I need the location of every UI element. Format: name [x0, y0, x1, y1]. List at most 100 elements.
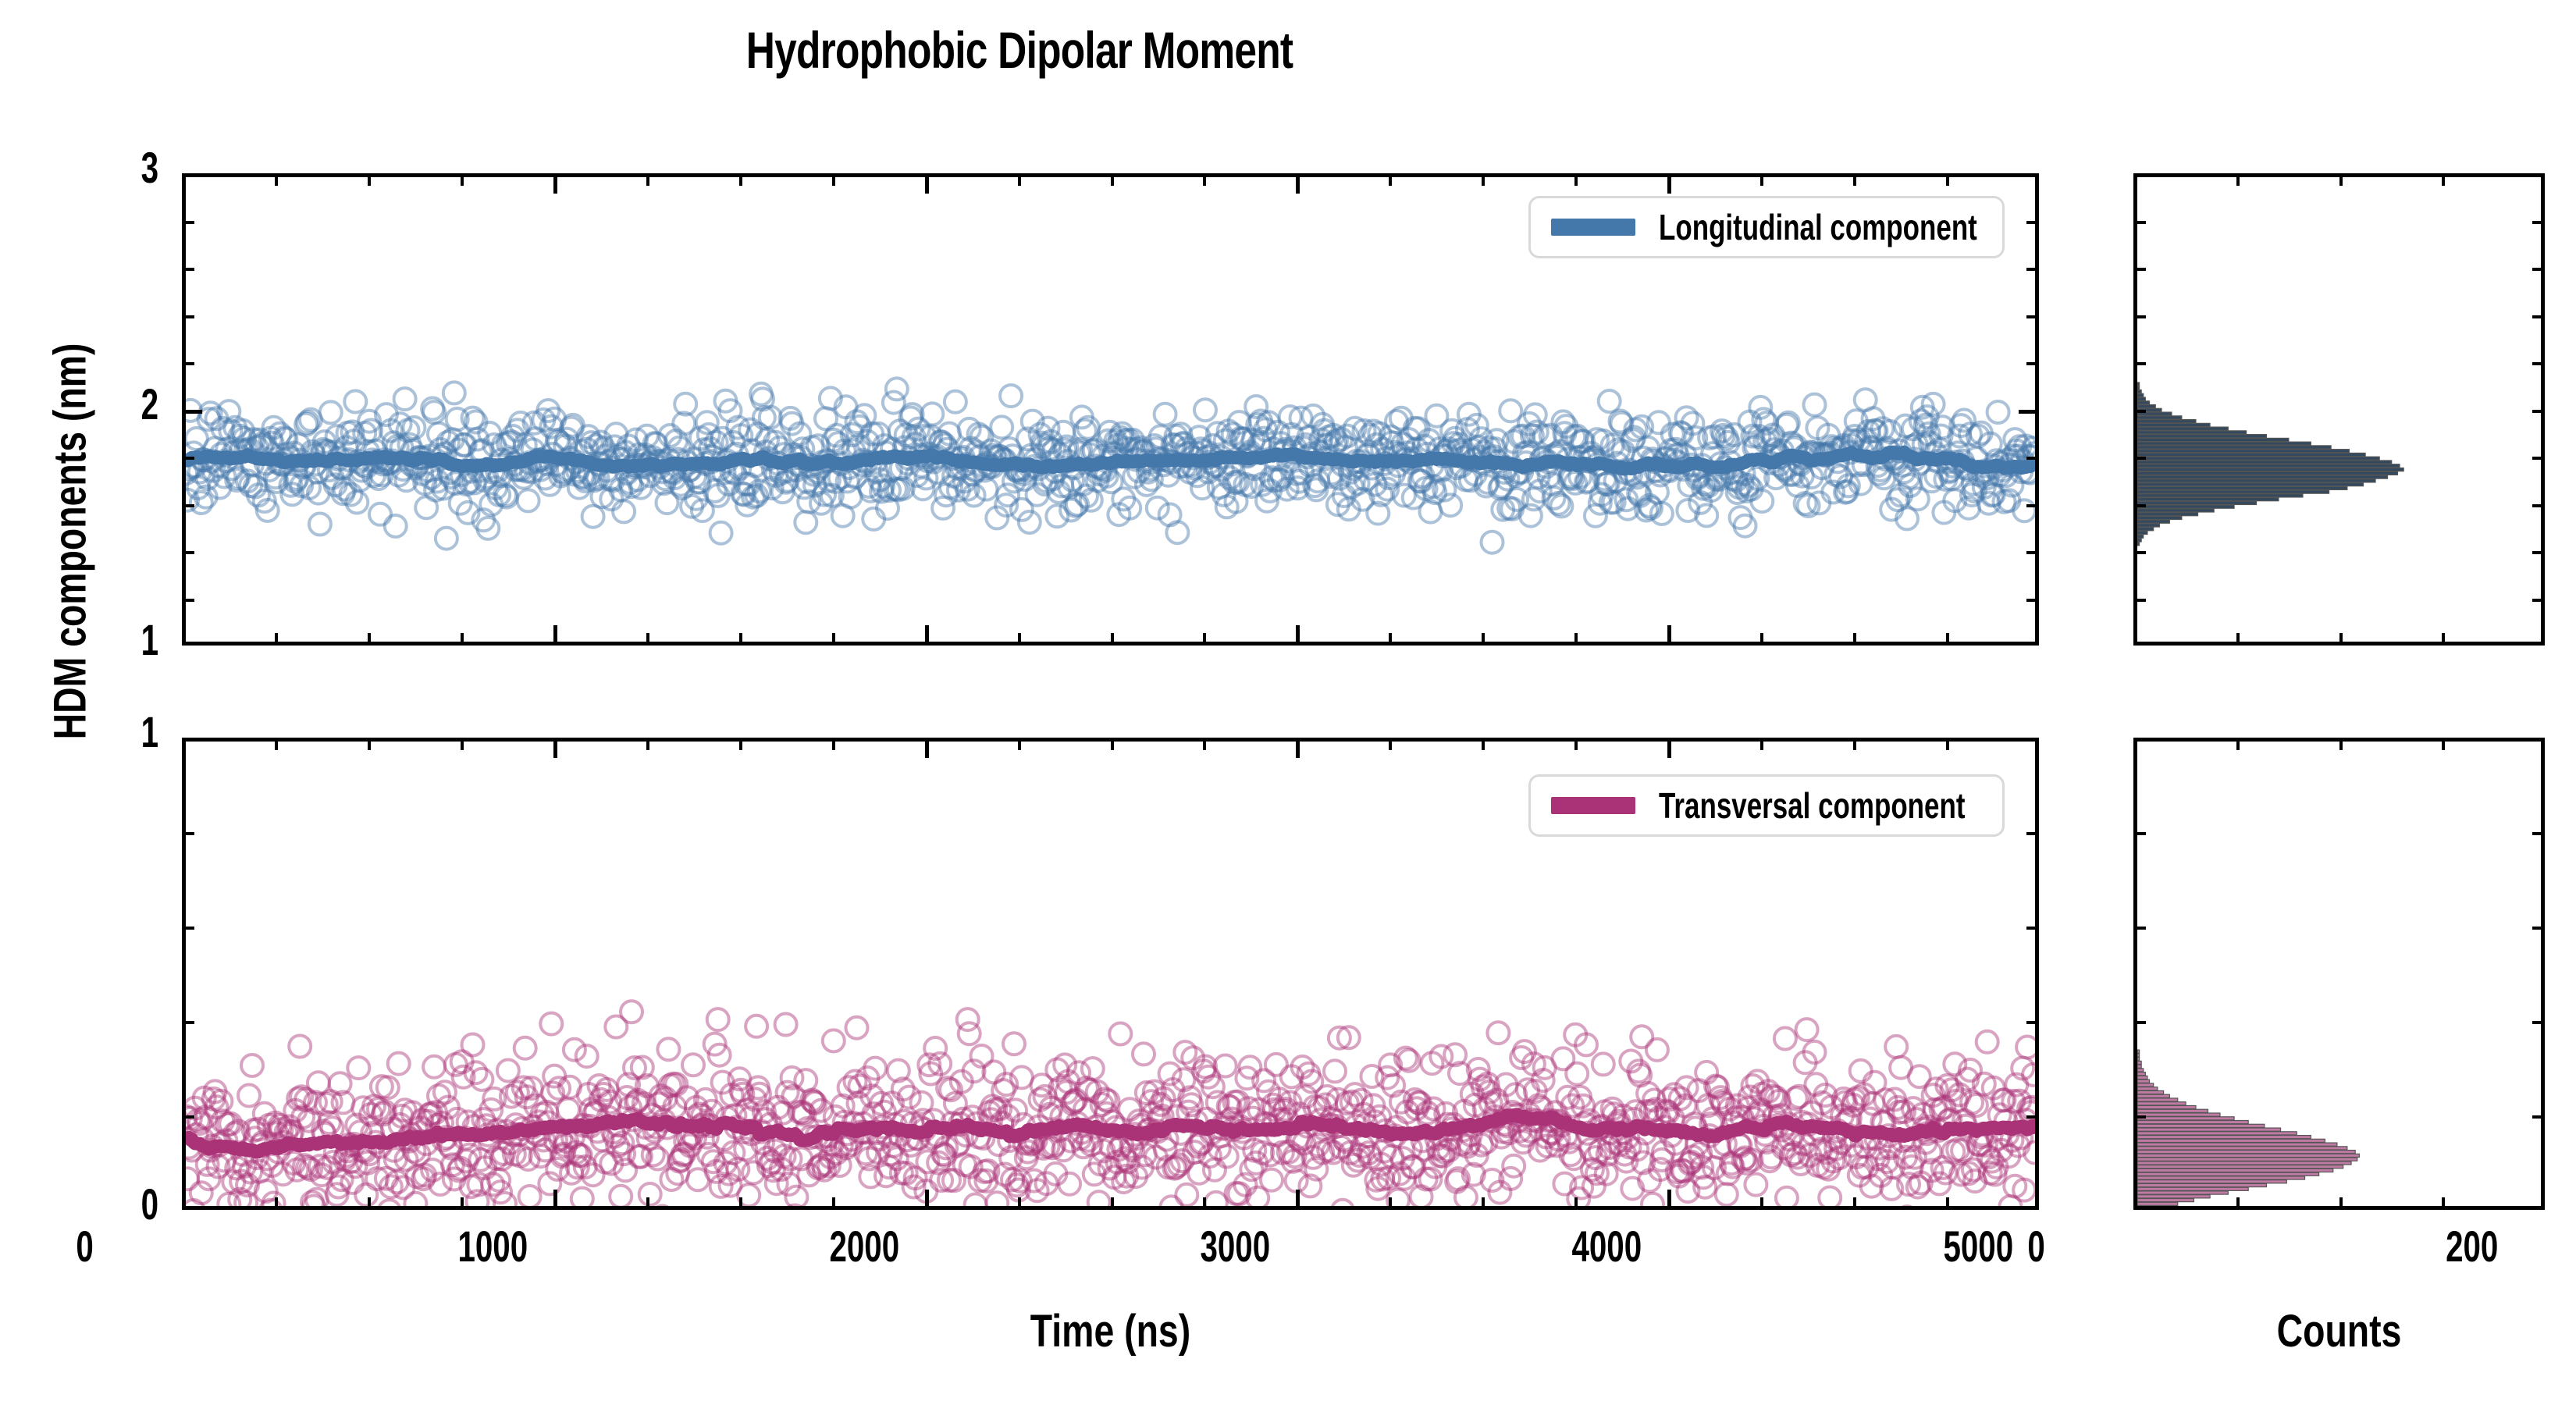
x-tick-label: 1000 — [457, 1222, 528, 1271]
axis-tick — [2532, 1021, 2545, 1024]
axis-tick — [460, 633, 464, 646]
axis-tick — [1296, 625, 1300, 646]
transversal-scatter-panel — [182, 738, 2039, 1210]
axis-tick — [2035, 1190, 2039, 1210]
axis-tick — [1482, 173, 1485, 186]
axis-tick — [2442, 633, 2446, 646]
axis-tick — [2532, 598, 2545, 602]
axis-tick — [1667, 738, 1672, 758]
axis-tick — [182, 1115, 194, 1119]
axis-tick — [924, 173, 929, 194]
axis-tick — [2035, 173, 2039, 194]
x-axis-label: Time (ns) — [1030, 1306, 1191, 1357]
axis-tick — [1389, 173, 1393, 186]
axis-tick — [2026, 551, 2039, 554]
axis-tick — [2035, 625, 2039, 646]
axis-tick — [2541, 738, 2545, 758]
axis-tick — [1574, 633, 1578, 646]
axis-tick — [2532, 503, 2545, 507]
axis-tick — [924, 1190, 929, 1210]
x-tick-label: 3000 — [1200, 1222, 1271, 1271]
axis-tick — [2133, 738, 2137, 758]
axis-tick — [182, 551, 194, 554]
axis-tick — [2339, 738, 2343, 750]
axis-tick — [2035, 738, 2039, 758]
axis-tick — [2133, 315, 2146, 318]
axis-tick — [2133, 832, 2146, 835]
axis-tick — [2541, 173, 2545, 194]
axis-tick — [1853, 1197, 1857, 1210]
axis-tick — [1482, 1197, 1485, 1210]
axis-tick — [2532, 220, 2545, 224]
axis-tick — [2133, 409, 2146, 413]
axis-tick — [2236, 633, 2240, 646]
axis-tick — [182, 315, 194, 318]
axis-tick — [2133, 362, 2146, 365]
y-tick-label: 1 — [141, 615, 158, 664]
axis-tick — [2026, 362, 2039, 365]
axis-tick — [182, 1021, 194, 1024]
axis-tick — [553, 738, 557, 758]
axis-tick — [1760, 1197, 1764, 1210]
axis-tick — [2133, 268, 2146, 271]
axis-tick — [2532, 832, 2545, 835]
transversal-scatter-plot — [186, 999, 2035, 1206]
axis-tick — [182, 362, 194, 365]
axis-tick — [182, 598, 194, 602]
axis-tick — [1389, 738, 1393, 750]
longitudinal-histogram-panel — [2133, 173, 2545, 646]
axis-tick — [1203, 633, 1207, 646]
axis-tick — [2133, 1190, 2137, 1210]
axis-tick — [831, 1197, 835, 1210]
y-tick-label: 3 — [141, 143, 158, 192]
axis-tick — [738, 1197, 742, 1210]
axis-tick — [738, 738, 742, 750]
figure-title: Hydrophobic Dipolar Moment — [745, 21, 1293, 79]
x-tick-label: 2000 — [829, 1222, 899, 1271]
axis-tick — [1574, 738, 1578, 750]
axis-tick — [831, 173, 835, 186]
axis-tick — [1946, 173, 1950, 186]
x-tick-label: 5000 — [1943, 1222, 2014, 1271]
axis-tick — [1296, 738, 1300, 758]
axis-tick — [1946, 1197, 1950, 1210]
legend-label-transversal: Transversal component — [1659, 785, 1966, 826]
axis-tick — [182, 738, 186, 758]
axis-tick — [1574, 173, 1578, 186]
axis-tick — [646, 633, 649, 646]
axis-tick — [2019, 1206, 2039, 1210]
axis-tick — [1667, 625, 1672, 646]
longitudinal-histogram — [2137, 382, 2404, 546]
axis-tick — [2026, 927, 2039, 930]
axis-tick — [2026, 1021, 2039, 1024]
axis-tick — [2442, 173, 2446, 186]
axis-tick — [1853, 633, 1857, 646]
axis-tick — [2532, 362, 2545, 365]
axis-tick — [182, 173, 202, 177]
axis-tick — [1110, 1197, 1114, 1210]
axis-tick — [2133, 503, 2146, 507]
axis-tick — [1110, 173, 1114, 186]
axis-tick — [182, 173, 186, 194]
axis-tick — [646, 1197, 649, 1210]
axis-tick — [2339, 173, 2343, 186]
legend-transversal: Transversal component — [1528, 774, 2005, 837]
axis-tick — [274, 173, 278, 186]
axis-tick — [2026, 457, 2039, 460]
axis-tick — [367, 633, 371, 646]
axis-tick — [2541, 1190, 2545, 1210]
axis-tick — [2026, 220, 2039, 224]
axis-tick — [1482, 633, 1485, 646]
axis-tick — [2026, 1115, 2039, 1119]
axis-tick — [1853, 738, 1857, 750]
axis-tick — [2339, 633, 2343, 646]
axis-tick — [738, 173, 742, 186]
axis-tick — [2532, 268, 2545, 271]
axis-tick — [2133, 220, 2146, 224]
axis-tick — [1203, 1197, 1207, 1210]
axis-tick — [1017, 633, 1021, 646]
histogram-x-tick-label: 200 — [2446, 1222, 2499, 1271]
x-tick-label: 4000 — [1571, 1222, 1642, 1271]
axis-tick — [2026, 598, 2039, 602]
